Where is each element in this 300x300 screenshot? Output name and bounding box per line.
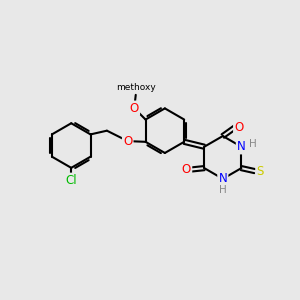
Text: H: H: [219, 185, 227, 195]
Text: O: O: [234, 121, 244, 134]
Text: N: N: [237, 140, 246, 153]
Text: S: S: [256, 165, 264, 178]
Text: N: N: [218, 172, 227, 185]
Text: Cl: Cl: [65, 174, 77, 187]
Text: methoxy: methoxy: [116, 83, 156, 92]
Text: O: O: [130, 102, 139, 115]
Text: O: O: [182, 163, 191, 176]
Text: O: O: [123, 135, 132, 148]
Text: H: H: [249, 139, 256, 149]
